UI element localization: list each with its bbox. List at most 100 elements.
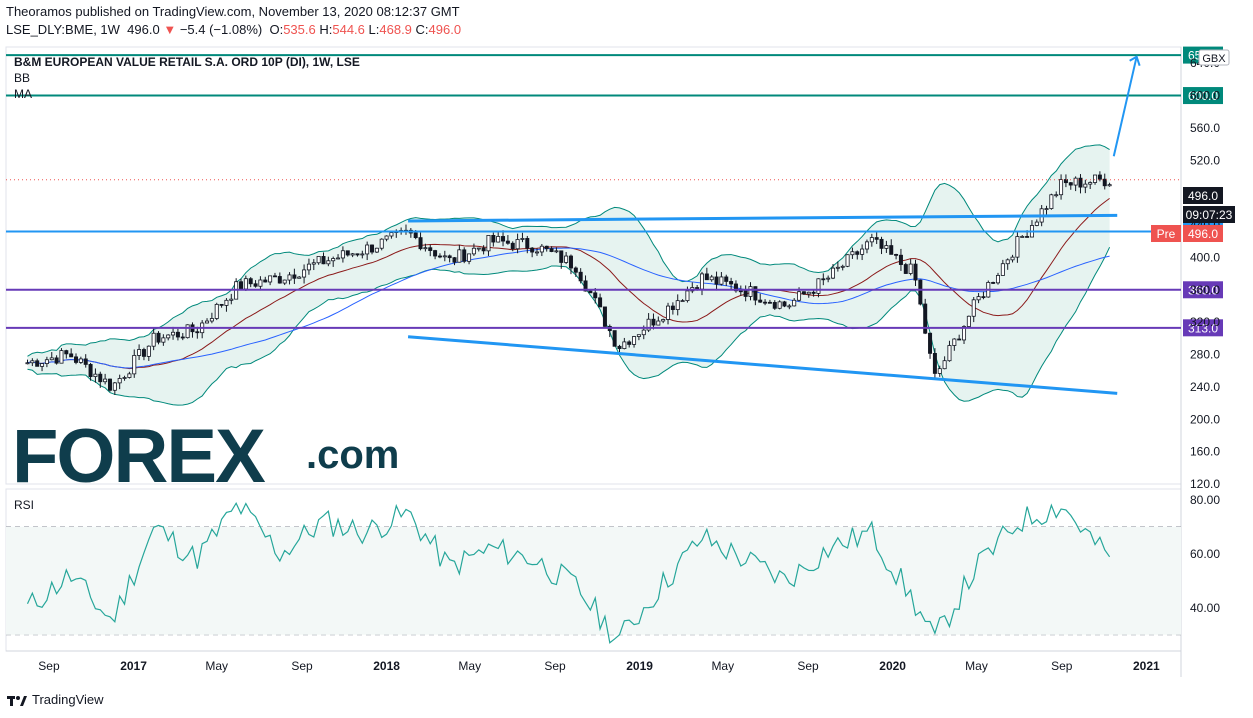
candle-body bbox=[588, 290, 593, 294]
candle-body bbox=[831, 267, 836, 279]
candle-body bbox=[806, 291, 811, 295]
candle-body bbox=[864, 241, 869, 250]
rsi-tick-label: 40.00 bbox=[1190, 601, 1220, 615]
candle-body bbox=[40, 363, 45, 367]
bb-lower-line bbox=[27, 247, 1111, 406]
candle-body bbox=[641, 329, 646, 336]
candle-body bbox=[923, 303, 928, 334]
candle-body bbox=[801, 291, 806, 295]
candle-body bbox=[675, 300, 680, 310]
legend-ma[interactable]: MA bbox=[14, 87, 32, 101]
candle-body bbox=[1054, 194, 1059, 197]
candle-body bbox=[156, 332, 161, 343]
candle-body bbox=[981, 296, 986, 299]
candle-body bbox=[384, 235, 389, 240]
candle-body bbox=[505, 240, 510, 244]
candle-body bbox=[447, 255, 452, 259]
tradingview-logo-icon bbox=[7, 695, 27, 706]
candle-body bbox=[1034, 221, 1039, 226]
candle-body bbox=[636, 334, 641, 337]
price-tick-label: 280.0 bbox=[1190, 348, 1220, 362]
candle-body bbox=[117, 378, 122, 384]
candle-body bbox=[622, 341, 627, 349]
candle-body bbox=[758, 299, 763, 303]
candle-body bbox=[889, 245, 894, 255]
candle-body bbox=[481, 247, 486, 252]
candle-body bbox=[433, 250, 438, 257]
candle-body bbox=[44, 359, 49, 364]
candle-body bbox=[898, 254, 903, 265]
time-tick-label: 2020 bbox=[879, 659, 906, 673]
candle-body bbox=[166, 334, 171, 339]
rsi-line bbox=[26, 501, 1111, 644]
candle-body bbox=[661, 319, 666, 322]
currency-badge[interactable] bbox=[1198, 49, 1230, 66]
moving-average-line bbox=[27, 247, 1110, 369]
candle-body bbox=[811, 291, 816, 294]
candle-body bbox=[141, 349, 146, 357]
candle-body bbox=[491, 235, 496, 243]
candle-body bbox=[340, 250, 345, 259]
candle-body bbox=[869, 237, 874, 243]
candle-body bbox=[175, 331, 180, 338]
candle-body bbox=[248, 278, 253, 285]
candle-body bbox=[646, 318, 651, 331]
candle-body bbox=[30, 360, 35, 364]
close-value: 496.0 bbox=[428, 22, 462, 37]
candle-body bbox=[1093, 174, 1098, 183]
candle-body bbox=[602, 306, 607, 327]
candle-body bbox=[374, 247, 379, 253]
candle-body bbox=[69, 353, 74, 358]
candle-body bbox=[928, 332, 933, 354]
candle-body bbox=[98, 373, 103, 383]
candle-body bbox=[617, 345, 622, 349]
candle-body bbox=[530, 247, 535, 253]
candle-body bbox=[277, 276, 282, 284]
candle-body bbox=[224, 299, 229, 306]
candle-body bbox=[127, 373, 132, 378]
last-price-tag bbox=[1183, 187, 1223, 204]
candle-body bbox=[185, 324, 190, 339]
upper-trendline bbox=[408, 213, 1118, 223]
candle-body bbox=[510, 242, 515, 250]
candle-body bbox=[539, 245, 544, 253]
candle-body bbox=[1049, 194, 1054, 209]
candle-body bbox=[1078, 177, 1083, 188]
change: −5.4 (−1.08%) bbox=[179, 22, 263, 37]
candle-body bbox=[467, 253, 472, 262]
price-tick-label: 400.0 bbox=[1190, 250, 1220, 264]
candle-body bbox=[1097, 174, 1102, 180]
candle-body bbox=[826, 277, 831, 280]
candle-body bbox=[743, 290, 748, 297]
candle-body bbox=[258, 279, 263, 287]
candle-body bbox=[1073, 177, 1078, 186]
candle-body bbox=[792, 299, 797, 307]
candle-body bbox=[753, 286, 758, 301]
candle-body bbox=[180, 336, 185, 339]
candle-body bbox=[564, 255, 569, 263]
time-tick-label: May bbox=[205, 659, 228, 673]
time-tick-label: 2019 bbox=[626, 659, 653, 673]
tradingview-footer[interactable]: TradingView bbox=[6, 692, 104, 707]
candle-body bbox=[161, 337, 166, 343]
candle-body bbox=[748, 286, 753, 297]
bb-band-fill bbox=[27, 144, 1110, 406]
candle-body bbox=[840, 265, 845, 268]
price-tick-label: 200.0 bbox=[1190, 412, 1220, 426]
candle-body bbox=[1020, 236, 1025, 238]
candle-body bbox=[462, 249, 467, 262]
candle-body bbox=[35, 360, 40, 367]
candle-body bbox=[709, 276, 714, 281]
candle-body bbox=[229, 298, 234, 301]
legend-bb[interactable]: BB bbox=[14, 71, 30, 85]
pre-market-price-tag bbox=[1183, 225, 1223, 242]
candle-body bbox=[59, 350, 64, 364]
time-tick-label: 2021 bbox=[1133, 659, 1160, 673]
candle-body bbox=[515, 239, 520, 250]
candle-body bbox=[287, 274, 292, 281]
candle-body bbox=[937, 368, 942, 374]
candle-body bbox=[894, 253, 899, 256]
candle-body bbox=[413, 232, 418, 239]
candle-body bbox=[544, 245, 549, 250]
